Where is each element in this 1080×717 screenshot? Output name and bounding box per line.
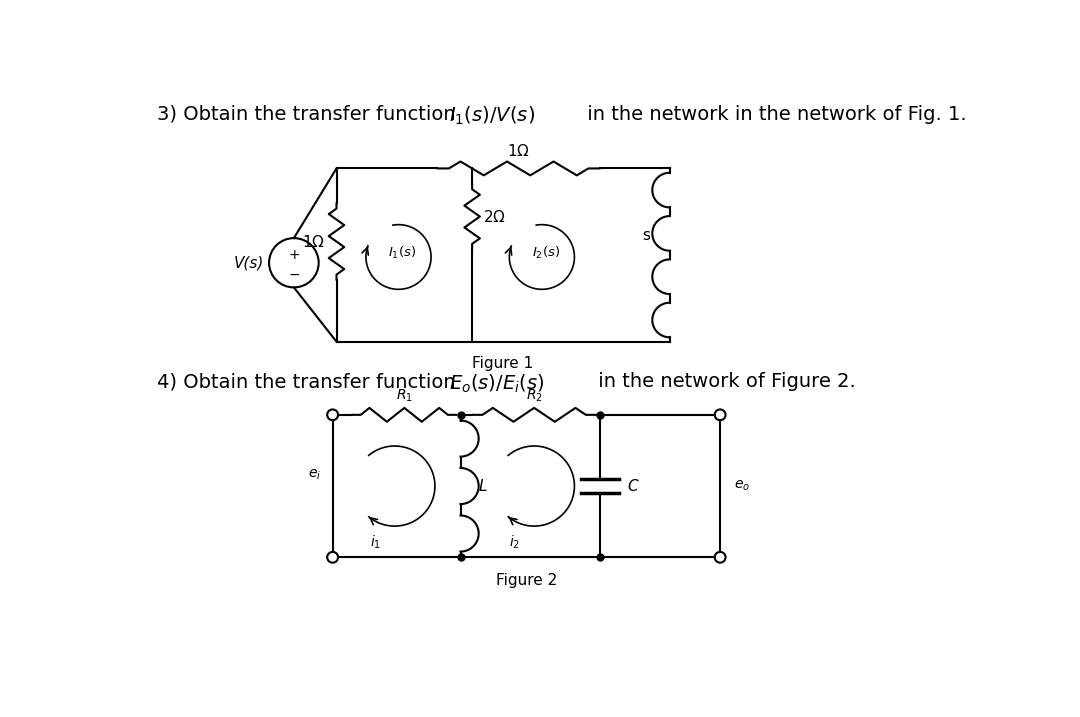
Text: Figure 1: Figure 1 — [473, 356, 534, 371]
Text: $R_1$: $R_1$ — [396, 388, 413, 404]
Text: $E_o(s)/E_i(s)$: $E_o(s)/E_i(s)$ — [449, 372, 544, 395]
Text: $I_1(s)$: $I_1(s)$ — [388, 245, 417, 261]
Text: $1\Omega$: $1\Omega$ — [508, 143, 530, 159]
Text: $e_o$: $e_o$ — [734, 479, 751, 493]
Text: $L$: $L$ — [477, 478, 487, 494]
Text: $2\Omega$: $2\Omega$ — [483, 209, 505, 224]
Text: Figure 2: Figure 2 — [496, 573, 557, 588]
Text: +: + — [288, 248, 299, 262]
Text: $C$: $C$ — [627, 478, 639, 494]
Text: $i_2$: $i_2$ — [509, 533, 521, 551]
Text: 3) Obtain the transfer function: 3) Obtain the transfer function — [157, 105, 461, 123]
Text: in the network in the network of Fig. 1.: in the network in the network of Fig. 1. — [581, 105, 967, 123]
Text: $I_2(s)$: $I_2(s)$ — [531, 245, 559, 261]
Text: 4) Obtain the transfer function: 4) Obtain the transfer function — [157, 372, 461, 391]
Text: $I_1(s)/V(s)$: $I_1(s)/V(s)$ — [449, 105, 535, 127]
Text: $1\Omega$: $1\Omega$ — [302, 234, 325, 250]
Text: $R_2$: $R_2$ — [526, 388, 542, 404]
Text: $i_1$: $i_1$ — [369, 533, 381, 551]
Text: $e_i$: $e_i$ — [308, 467, 321, 482]
Text: s: s — [643, 228, 650, 243]
Text: $-$: $-$ — [287, 267, 300, 281]
Text: V(s): V(s) — [234, 255, 265, 270]
Text: in the network of Figure 2.: in the network of Figure 2. — [592, 372, 856, 391]
